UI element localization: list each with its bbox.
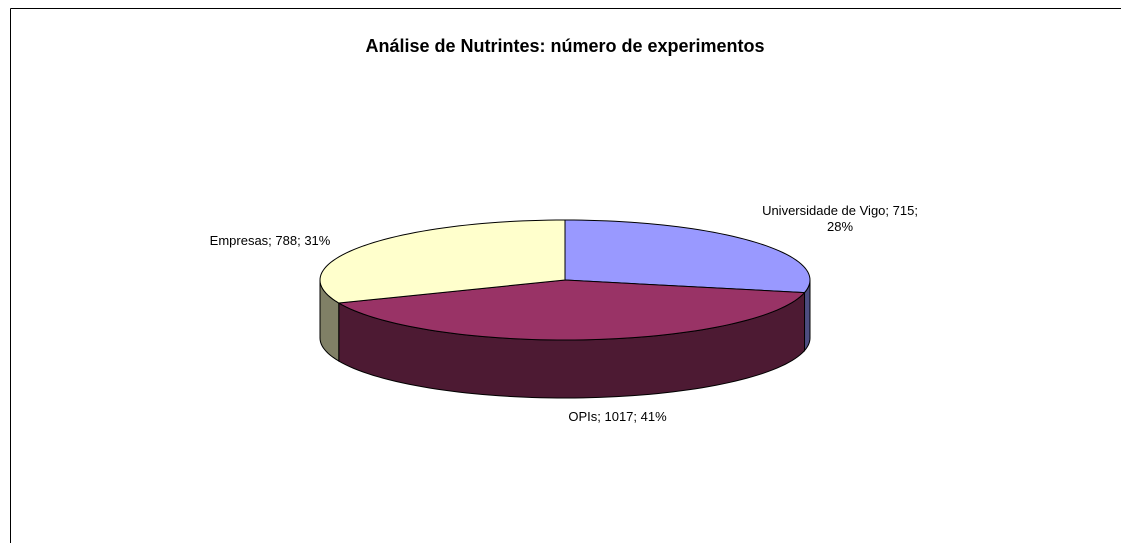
data-label: Universidade de Vigo; 715; 28% xyxy=(762,203,918,234)
data-label: OPIs; 1017; 41% xyxy=(568,409,667,424)
data-label: Empresas; 788; 31% xyxy=(209,233,331,248)
chart-title: Análise de Nutrintes: número de experime… xyxy=(365,36,764,56)
slice xyxy=(319,219,566,304)
slice xyxy=(337,279,806,341)
slice xyxy=(564,219,811,294)
